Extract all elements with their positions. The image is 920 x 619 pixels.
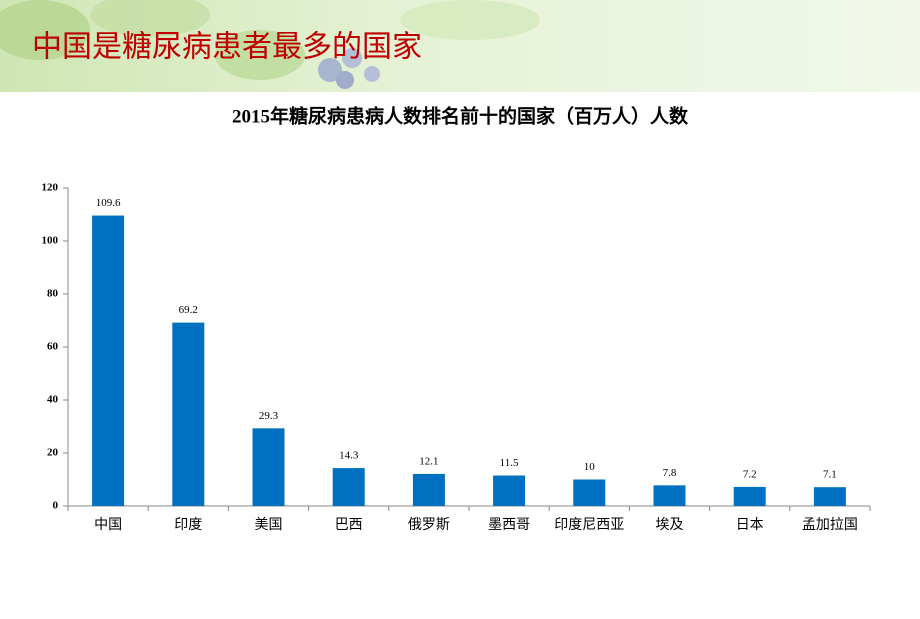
y-tick-label: 100 [42, 235, 59, 247]
y-tick-label: 80 [47, 288, 59, 300]
data-label: 11.5 [500, 457, 519, 469]
y-tick-label: 120 [42, 182, 59, 194]
bar [332, 468, 365, 506]
header-decoration [0, 0, 540, 89]
x-tick-label: 巴西 [335, 517, 363, 533]
data-label: 69.2 [179, 304, 198, 316]
x-tick-label: 中国 [94, 517, 122, 533]
data-label: 12.1 [419, 455, 438, 467]
y-tick-label: 20 [47, 447, 59, 459]
x-tick-label: 印度尼西亚 [554, 517, 624, 533]
slide-title: 中国是糖尿病患者最多的国家 [32, 30, 422, 65]
data-label: 10 [584, 461, 596, 473]
data-label: 14.3 [339, 450, 359, 462]
bar [412, 473, 445, 506]
bar [252, 428, 285, 506]
bar [493, 475, 526, 506]
y-tick-label: 60 [47, 341, 59, 353]
x-tick-label: 美国 [255, 517, 283, 533]
data-label: 7.1 [823, 469, 837, 481]
bar [172, 322, 205, 506]
y-tick-label: 0 [53, 500, 59, 512]
bar [813, 487, 846, 506]
chart-title: 2015年糖尿病患病人数排名前十的国家（百万人）人数 [232, 104, 689, 127]
x-tick-label: 墨西哥 [488, 517, 530, 533]
bar [573, 479, 606, 506]
data-label: 7.2 [743, 468, 757, 480]
bar [92, 215, 125, 506]
bar [653, 485, 686, 506]
x-tick-label: 埃及 [656, 517, 684, 533]
y-tick-label: 40 [47, 394, 59, 406]
x-tick-label: 印度 [174, 517, 202, 533]
x-tick-label: 孟加拉国 [802, 517, 858, 533]
x-tick-label: 日本 [736, 517, 764, 533]
bar [733, 486, 766, 506]
data-label: 7.8 [663, 467, 677, 479]
x-tick-label: 俄罗斯 [408, 517, 450, 533]
data-label: 29.3 [259, 410, 279, 422]
data-label: 109.6 [96, 197, 121, 209]
